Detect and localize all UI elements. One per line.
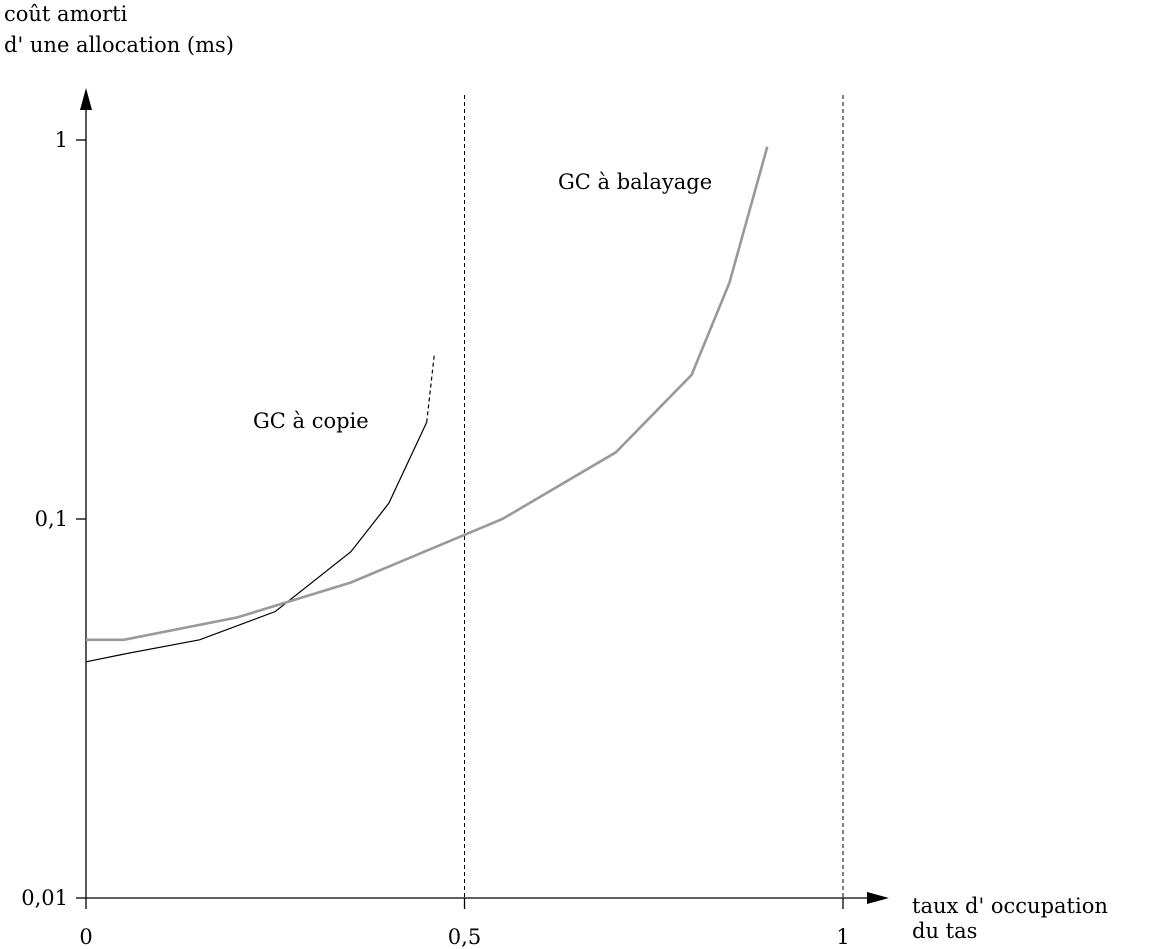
series-line-1 — [86, 146, 769, 642]
series-line-0 — [85, 422, 428, 663]
x-axis-label-line2: du tas — [912, 919, 977, 943]
reference-lines — [464, 95, 844, 898]
axes — [80, 88, 889, 904]
series-label-balayage: GC à balayage — [558, 170, 712, 194]
series-label-copie: GC à copie — [253, 409, 369, 433]
series-extension-0 — [426, 355, 435, 423]
y-axis-label-line2: d' une allocation (ms) — [4, 33, 234, 57]
y-tick-label-1: 0,1 — [35, 507, 68, 531]
x-tick-label-1: 0,5 — [448, 925, 481, 949]
y-axis-label-line1: coût amorti — [4, 2, 128, 26]
ticks: 1 0,1 0,01 0 0,5 1 — [21, 128, 849, 949]
y-axis-arrow — [80, 88, 92, 110]
y-tick-label-2: 0,01 — [21, 886, 68, 910]
y-tick-label-0: 1 — [55, 128, 68, 152]
x-tick-label-0: 0 — [79, 925, 92, 949]
x-tick-label-2: 1 — [836, 925, 849, 949]
x-axis-arrow — [867, 892, 889, 904]
x-axis-label-line1: taux d' occupation — [912, 894, 1108, 918]
series — [85, 146, 769, 663]
